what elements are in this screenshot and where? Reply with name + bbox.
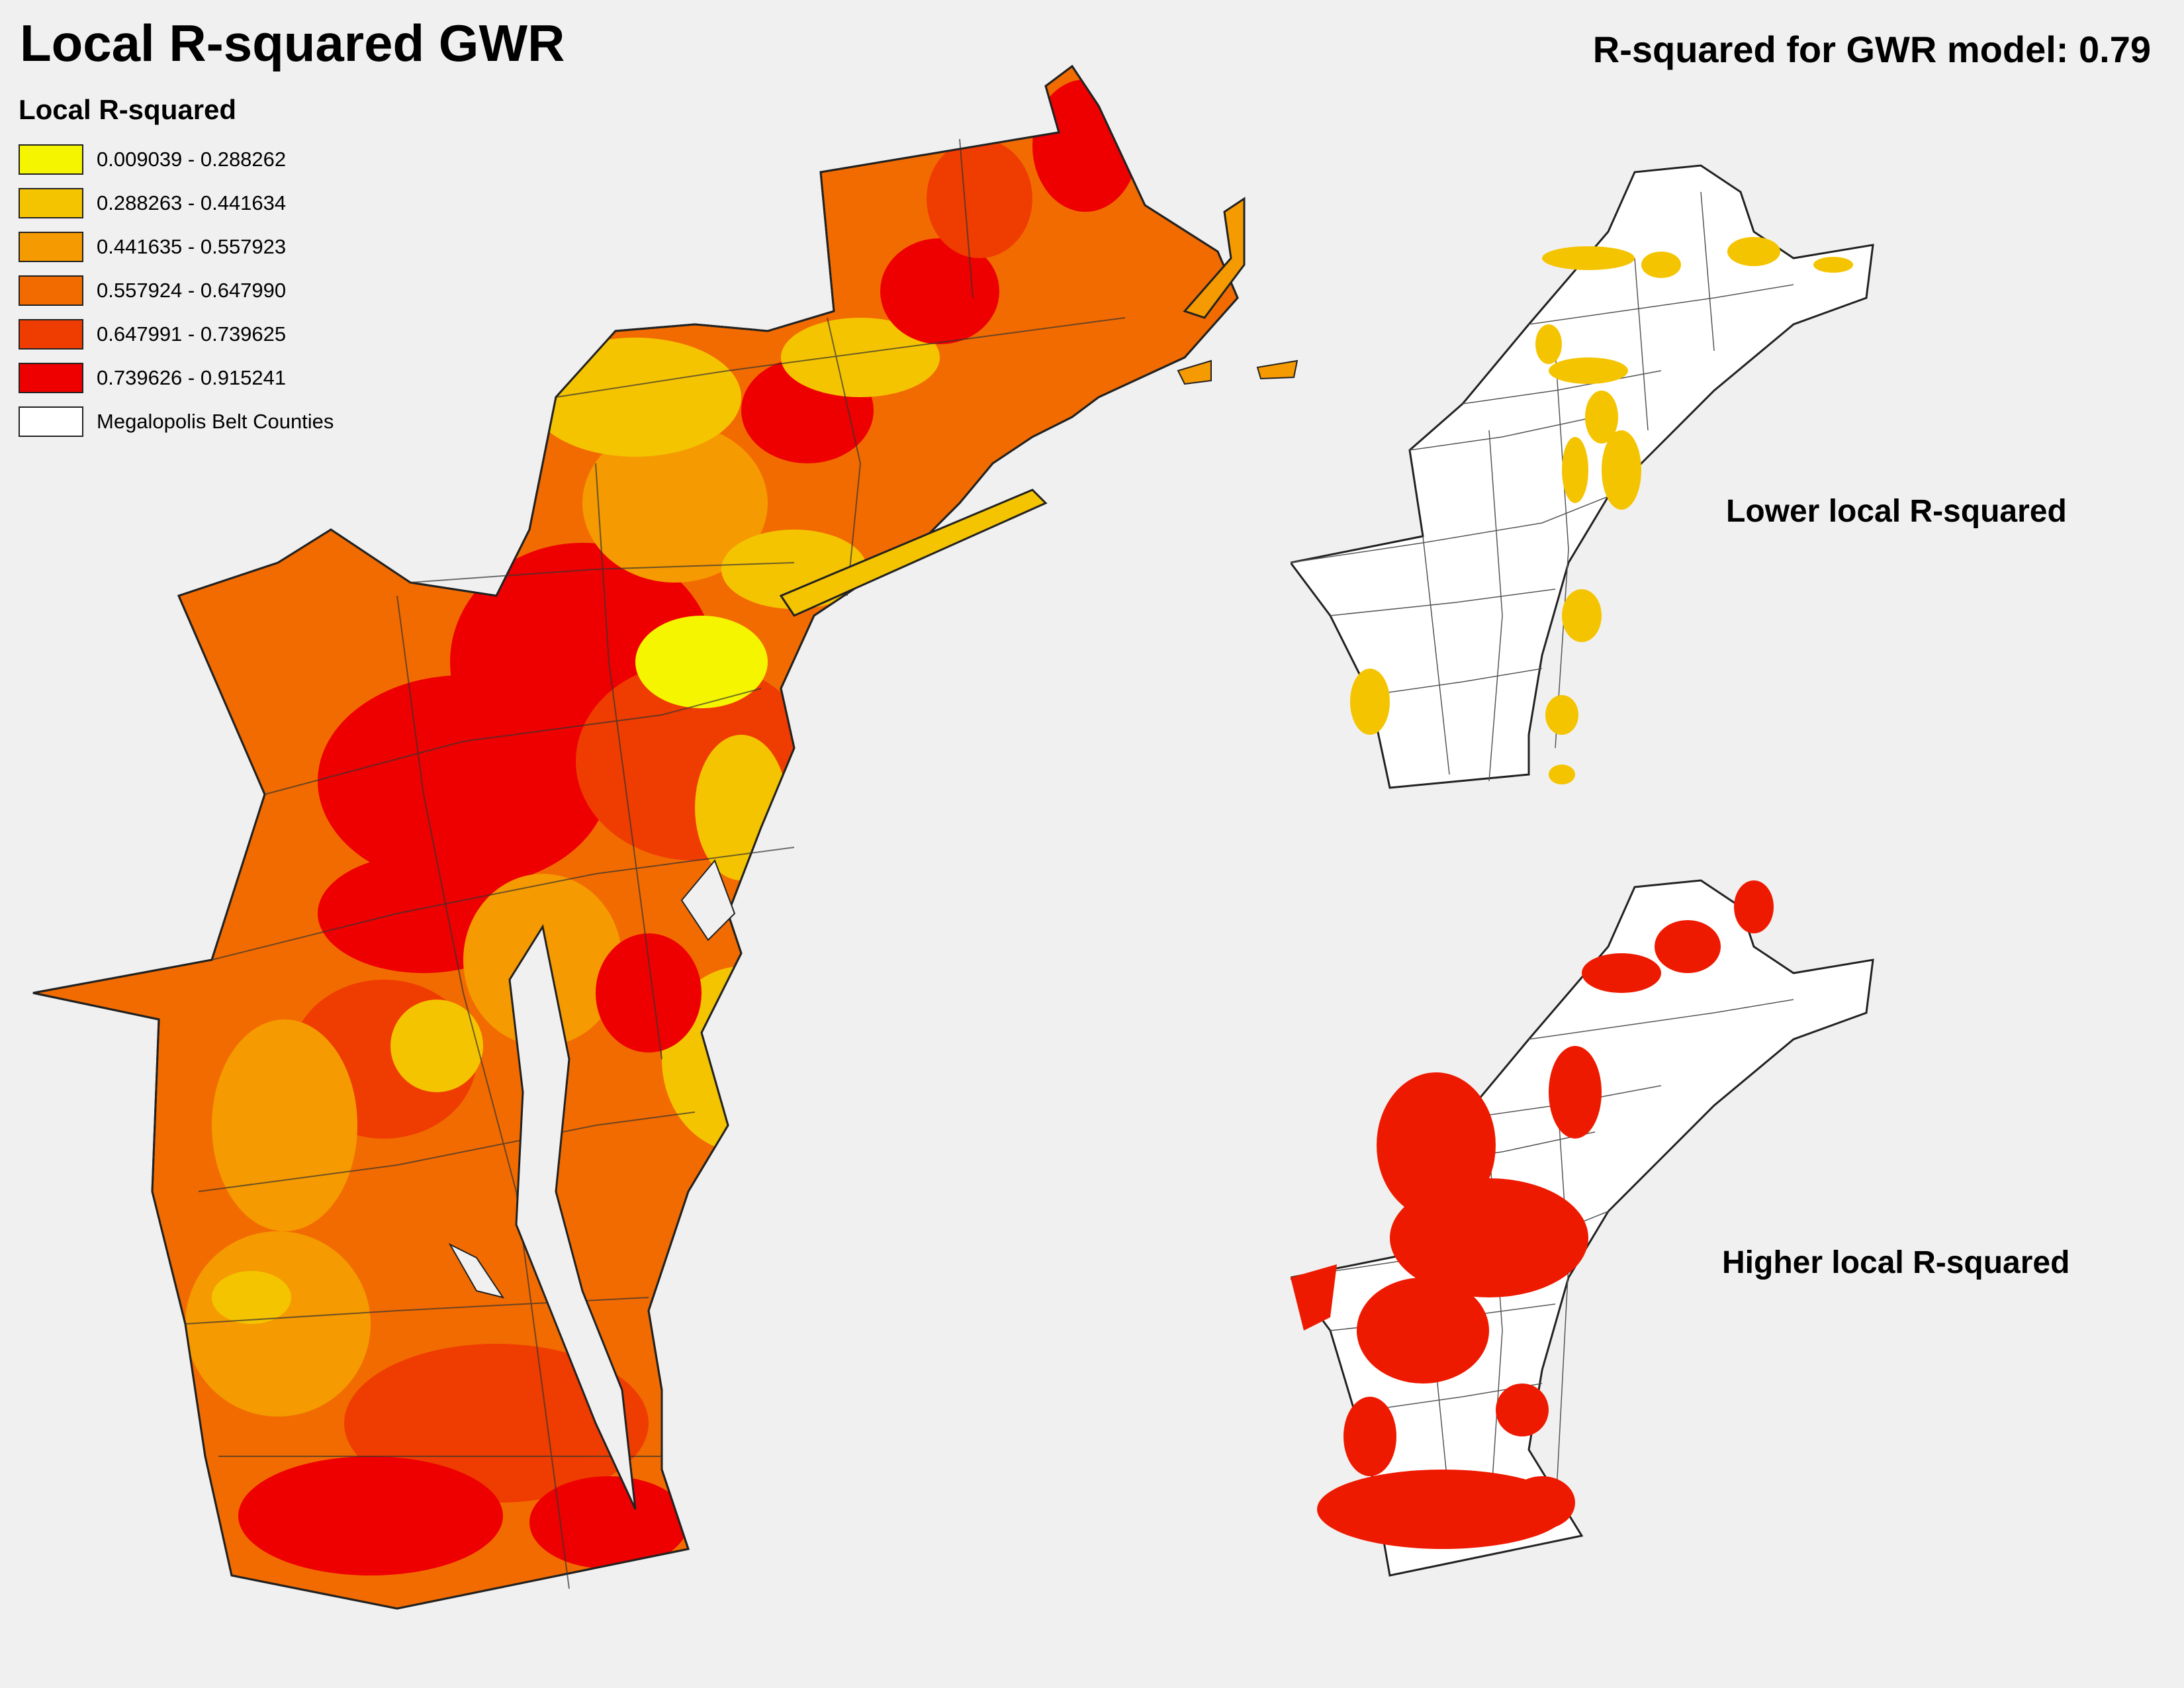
lower-inset-label: Lower local R-squared [1726, 494, 2067, 529]
legend-label: 0.441635 - 0.557923 [97, 235, 287, 258]
legend-label: 0.557924 - 0.647990 [97, 279, 287, 302]
legend-class-6: 0.739626 - 0.915241 [19, 356, 334, 400]
higher-inset-label: Higher local R-squared [1722, 1245, 2070, 1280]
legend-swatch [19, 406, 83, 437]
legend-class-1: 0.009039 - 0.288262 [19, 138, 334, 181]
legend: Local R-squared 0.009039 - 0.288262 0.28… [19, 94, 334, 444]
legend-class-4: 0.557924 - 0.647990 [19, 269, 334, 312]
legend-class-3: 0.441635 - 0.557923 [19, 225, 334, 269]
higher-patches [1291, 880, 1774, 1549]
inset-lower-map [1291, 164, 1874, 789]
legend-swatch [19, 188, 83, 218]
legend-swatch [19, 275, 83, 306]
legend-class-5: 0.647991 - 0.739625 [19, 312, 334, 356]
legend-label: 0.009039 - 0.288262 [97, 148, 287, 171]
legend-outline-row: Megalopolis Belt Counties [19, 400, 334, 444]
legend-title: Local R-squared [19, 94, 237, 125]
lower-patches [1350, 237, 1853, 784]
legend-class-2: 0.288263 - 0.441634 [19, 181, 334, 225]
map-title: Local R-squared GWR [20, 14, 565, 72]
legend-swatch [19, 363, 83, 393]
legend-swatch [19, 319, 83, 350]
legend-label: 0.647991 - 0.739625 [97, 322, 287, 346]
legend-label: 0.288263 - 0.441634 [97, 191, 287, 214]
overall-r-squared: R-squared for GWR model: 0.79 [1592, 28, 2151, 70]
legend-swatch [19, 232, 83, 262]
legend-label: Megalopolis Belt Counties [97, 410, 334, 433]
legend-swatch [19, 144, 83, 175]
inset-higher-map [1291, 879, 1874, 1577]
legend-label: 0.739626 - 0.915241 [97, 366, 287, 389]
